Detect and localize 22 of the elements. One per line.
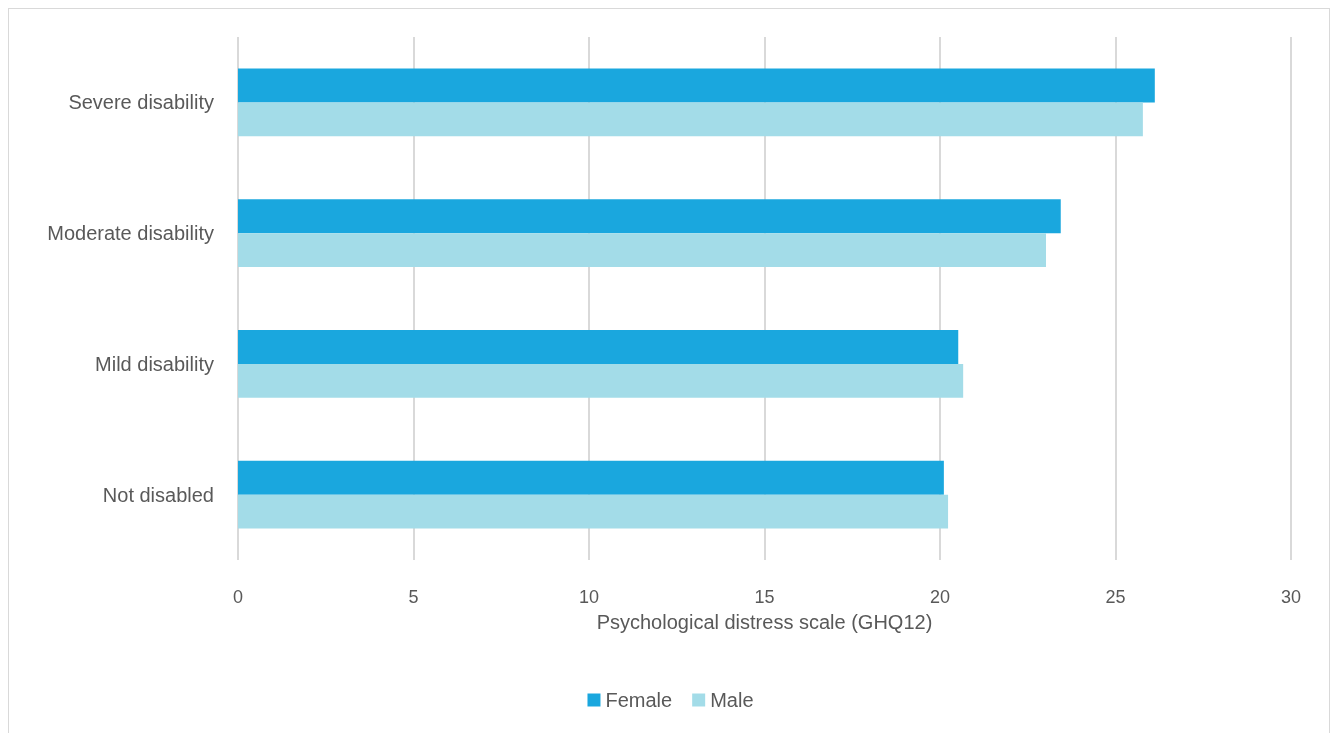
x-tick-label: 25 bbox=[1105, 587, 1126, 607]
y-tick-label: Severe disability bbox=[68, 91, 214, 114]
bar bbox=[238, 329, 959, 364]
y-tick-label: Not disabled bbox=[102, 483, 214, 506]
bar bbox=[238, 363, 964, 398]
x-axis-title: Psychological distress scale (GHQ12) bbox=[596, 611, 933, 633]
x-tick-label: 0 bbox=[232, 587, 244, 607]
legend-label: Female bbox=[605, 689, 673, 711]
x-tick-label: 20 bbox=[929, 587, 951, 607]
bar bbox=[238, 199, 1061, 234]
bar bbox=[238, 494, 949, 529]
bar bbox=[238, 68, 1155, 103]
x-tick-label: 30 bbox=[1280, 587, 1302, 607]
bar bbox=[238, 102, 1143, 137]
x-tick-label: 5 bbox=[408, 587, 419, 607]
legend-label: Male bbox=[710, 689, 754, 711]
bar bbox=[238, 233, 1046, 268]
y-tick-label: Mild disability bbox=[95, 352, 214, 375]
x-tick-label: 15 bbox=[754, 587, 775, 607]
y-tick-label: Moderate disability bbox=[47, 222, 214, 245]
bar bbox=[238, 460, 944, 495]
x-tick-label: 10 bbox=[578, 587, 600, 607]
